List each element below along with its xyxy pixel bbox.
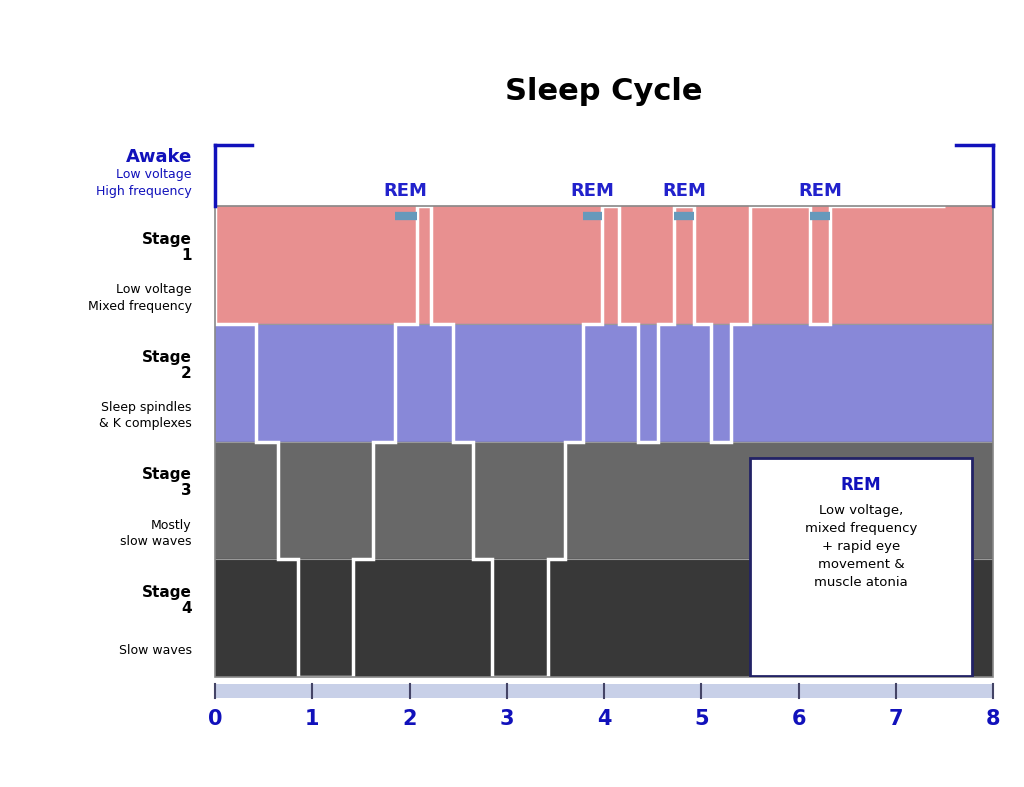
FancyBboxPatch shape [750,458,972,676]
Text: Awake: Awake [126,148,191,166]
Text: REM: REM [662,183,706,201]
Title: Sleep Cycle: Sleep Cycle [506,77,702,106]
Text: Stage
4: Stage 4 [141,585,191,616]
Text: Stage
1: Stage 1 [141,232,191,263]
Text: Low voltage
Mixed frequency: Low voltage Mixed frequency [88,283,191,313]
Text: Mostly
slow waves: Mostly slow waves [120,519,191,548]
Text: REM: REM [841,475,882,493]
Text: REM: REM [570,183,614,201]
Text: REM: REM [798,183,842,201]
Text: Stage
2: Stage 2 [141,349,191,381]
Text: Stage
3: Stage 3 [141,467,191,498]
FancyBboxPatch shape [215,684,993,698]
Text: Sleep spindles
& K complexes: Sleep spindles & K complexes [99,401,191,430]
Bar [215,560,993,677]
Bar [215,206,993,324]
Bar [215,442,993,560]
Text: Slow waves: Slow waves [119,645,191,657]
Text: Low voltage,
mixed frequency
+ rapid eye
movement &
muscle atonia: Low voltage, mixed frequency + rapid eye… [805,504,918,589]
Text: Low voltage
High frequency: Low voltage High frequency [96,168,191,198]
Bar [215,206,993,677]
Bar [215,324,993,442]
Text: REM: REM [384,183,428,201]
